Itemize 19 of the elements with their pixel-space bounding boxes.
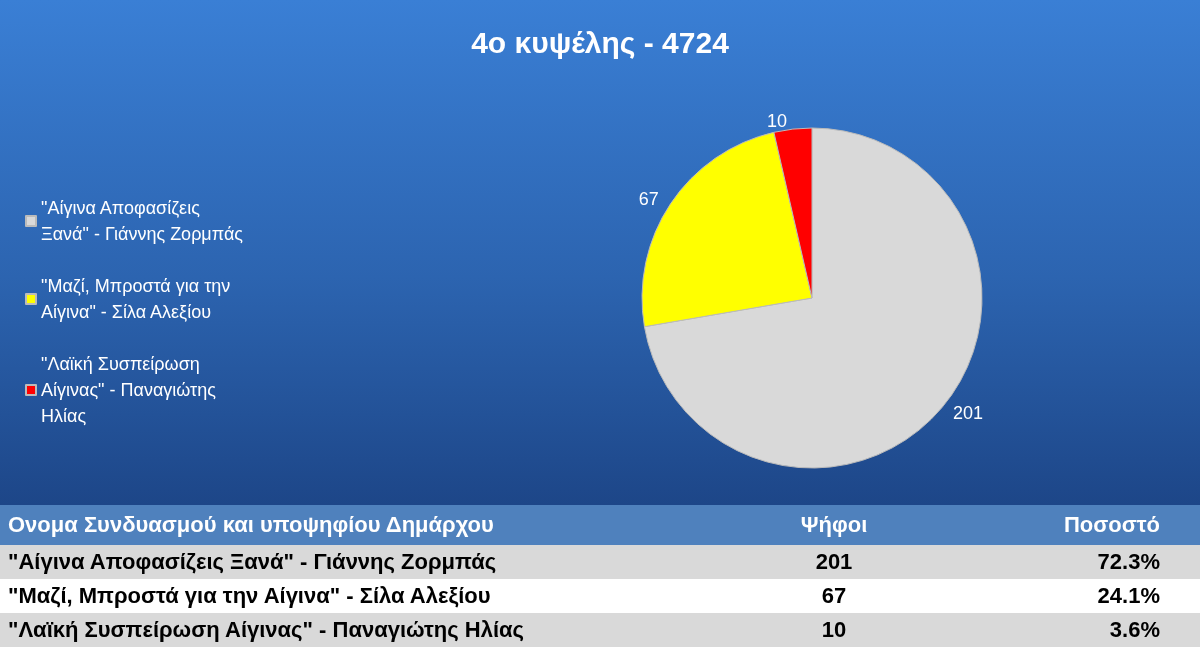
category-label: "Μαζί, Μπροστά για την Αίγινα" - Σίλα Αλεξίου [8,583,491,608]
text: Ποσοστό [952,505,1200,545]
category-label: "Αίγινα Αποφασίζεις Ξανά" - Γιάννης Ζορμπάς [8,549,497,574]
legend-label: "Αίγινα Αποφασίζεις Ξανά" - Γιάννης Ζορμπάς [41,198,244,244]
data-label: 67 [638,189,659,210]
text: 72.3% [952,545,1200,579]
text: 10 [716,613,952,647]
text: 3.6% [952,613,1200,647]
text: 67 [716,579,952,613]
text: Ψήφοι [716,505,952,545]
text: 201 [716,545,952,579]
legend-label: "Λαϊκή Συσπείρωση Αίγινας" - Παναγιώτης Ηλίας [41,354,221,426]
data-label: 10 [766,111,787,132]
chart-title: 4ο κυψέλης - 4724 [471,25,730,59]
legend-label: "Μαζί, Μπροστά για την Αίγινα" - Σίλα Αλεξίου [41,276,236,322]
text: Ονομα Συνδυασμού και υποψηφίου Δημάρχου [0,505,716,545]
data-label: 201 [953,402,984,423]
category-label: "Λαϊκή Συσπείρωση Αίγινας" - Παναγιώτης Ηλίας [8,617,525,642]
text: 24.1% [952,579,1200,613]
